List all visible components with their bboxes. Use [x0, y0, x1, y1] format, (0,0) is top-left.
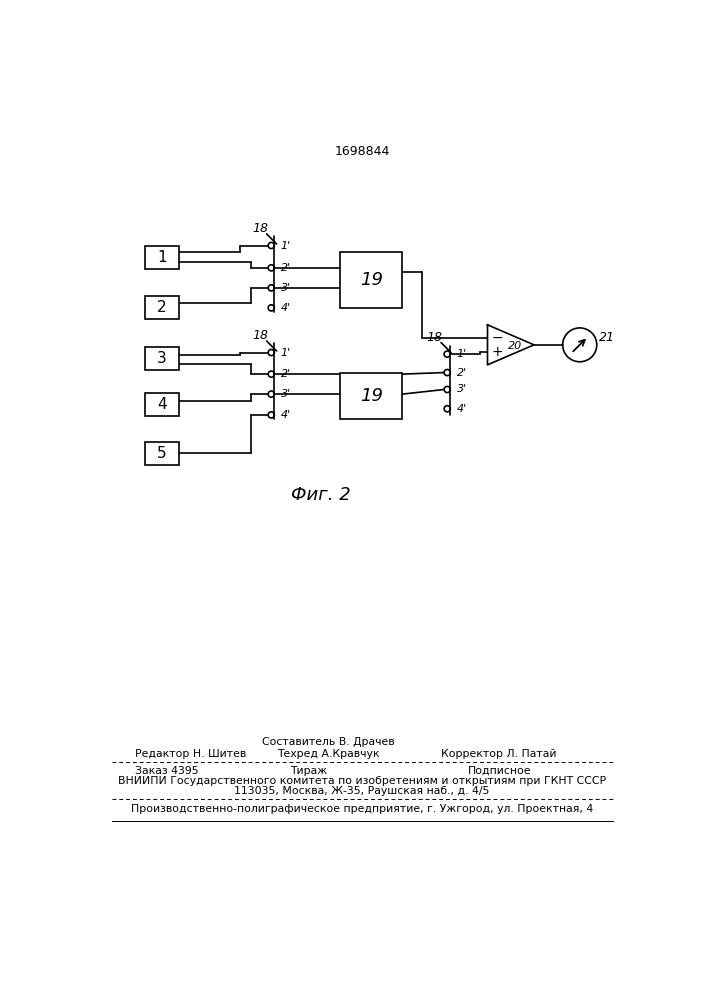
Text: Фиг. 2: Фиг. 2: [291, 486, 351, 504]
Bar: [145, 347, 179, 370]
Text: Редактор Н. Шитев: Редактор Н. Шитев: [135, 749, 246, 759]
Text: 5: 5: [157, 446, 167, 461]
Text: 113035, Москва, Ж-35, Раушская наб., д. 4/5: 113035, Москва, Ж-35, Раушская наб., д. …: [234, 786, 490, 796]
Bar: [145, 246, 179, 269]
Bar: [145, 296, 179, 319]
Text: 3': 3': [281, 389, 291, 399]
Text: 18: 18: [252, 222, 269, 235]
Text: 20: 20: [508, 341, 522, 351]
Text: 1': 1': [457, 349, 467, 359]
Bar: [340, 252, 402, 308]
Bar: [145, 442, 179, 465]
Text: 3': 3': [281, 283, 291, 293]
Text: 19: 19: [360, 387, 382, 405]
Text: Заказ 4395: Заказ 4395: [135, 766, 199, 776]
Text: Тираж: Тираж: [290, 766, 327, 776]
Polygon shape: [488, 325, 534, 365]
Text: −: −: [492, 331, 503, 345]
Text: 1': 1': [281, 348, 291, 358]
Text: Корректор Л. Патай: Корректор Л. Патай: [441, 749, 557, 759]
Text: ВНИИПИ Государственного комитета по изобретениям и открытиям при ГКНТ СССР: ВНИИПИ Государственного комитета по изоб…: [118, 776, 606, 786]
Bar: [145, 393, 179, 416]
Text: Подписное: Подписное: [468, 766, 532, 776]
Text: Производственно-полиграфическое предприятие, г. Ужгород, ул. Проектная, 4: Производственно-полиграфическое предприя…: [131, 804, 593, 814]
Text: 2: 2: [157, 300, 167, 315]
Text: 21: 21: [599, 331, 615, 344]
Text: 18: 18: [252, 329, 269, 342]
Text: 19: 19: [360, 271, 382, 289]
Text: +: +: [492, 345, 503, 359]
Text: Составитель В. Драчев: Составитель В. Драчев: [262, 737, 395, 747]
Text: 2': 2': [457, 368, 467, 378]
Text: 4: 4: [157, 397, 167, 412]
Text: 1698844: 1698844: [334, 145, 390, 158]
Text: 2': 2': [281, 263, 291, 273]
Text: 4': 4': [281, 410, 291, 420]
Text: 2': 2': [281, 369, 291, 379]
Text: 18: 18: [427, 331, 443, 344]
Bar: [340, 373, 402, 419]
Text: 3': 3': [457, 384, 467, 394]
Text: 3: 3: [157, 351, 167, 366]
Text: 4': 4': [457, 404, 467, 414]
Text: 4': 4': [281, 303, 291, 313]
Text: Техред А.Кравчук: Техред А.Кравчук: [277, 749, 380, 759]
Text: 1: 1: [157, 250, 167, 265]
Text: 1': 1': [281, 241, 291, 251]
